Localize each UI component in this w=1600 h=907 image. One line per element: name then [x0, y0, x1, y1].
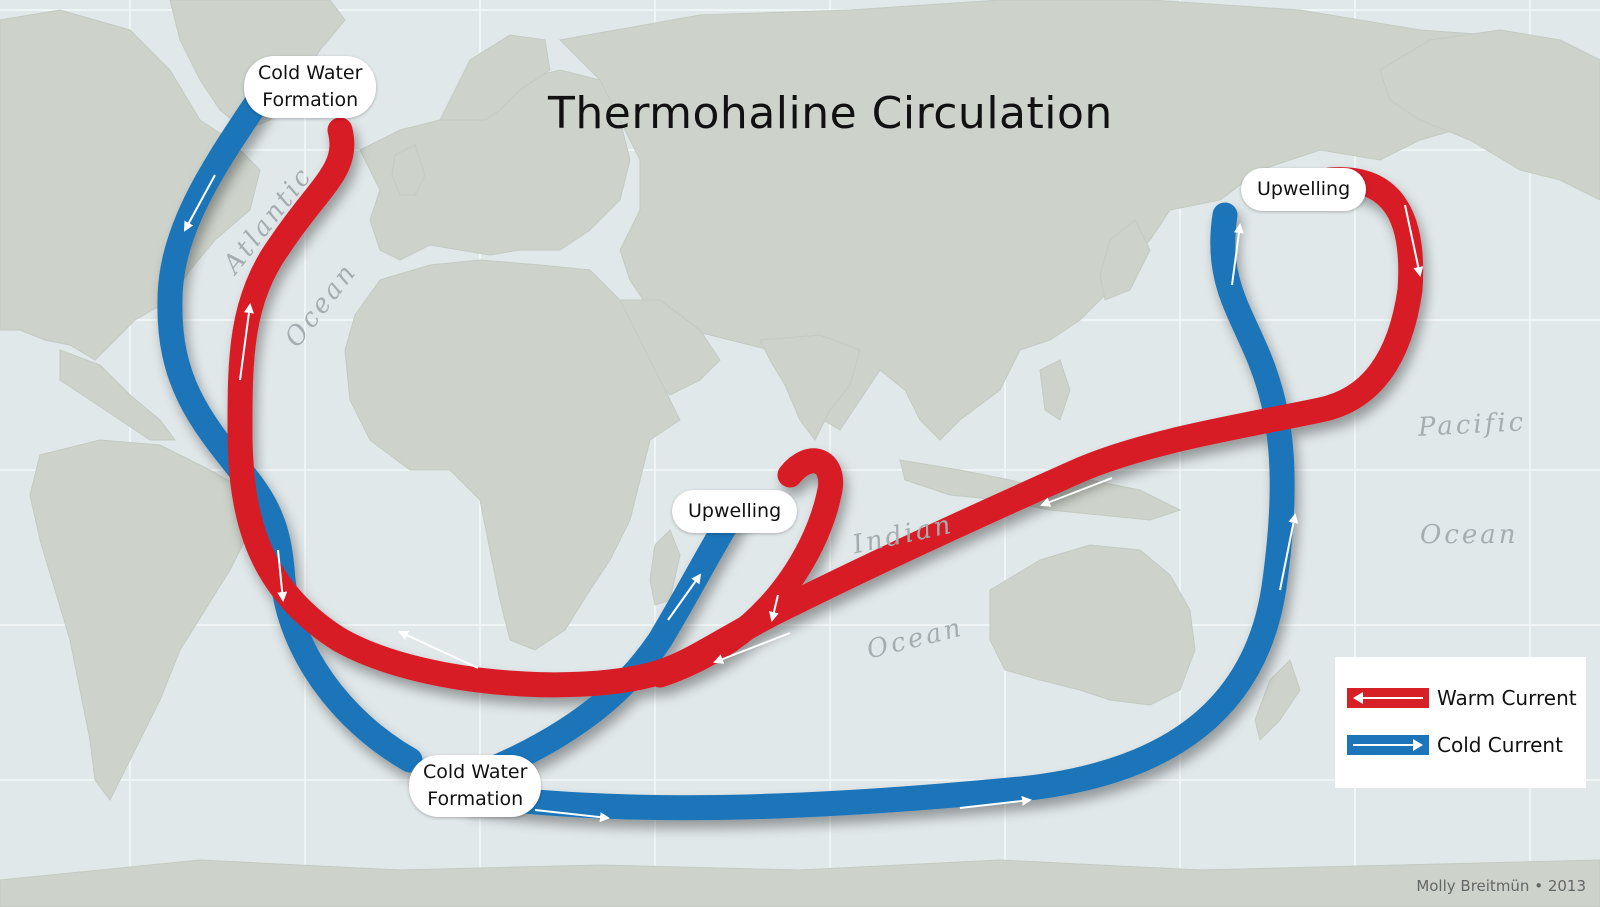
scandinavia: [439, 34, 551, 121]
new-zealand: [1254, 659, 1301, 741]
arrow-warm-4: [398, 630, 479, 669]
upwelling-indian: Upwelling: [672, 490, 798, 533]
north-america: [0, 9, 261, 361]
arrow-cold-4: [959, 795, 1032, 809]
cold-water-formation-south: Cold Water Formation: [409, 755, 542, 817]
warm-current-label: Warm Current: [1437, 686, 1577, 710]
africa: [344, 259, 681, 651]
arrow-cold-2: [277, 549, 288, 602]
arrow-warm-1: [1404, 204, 1424, 277]
warm-current-swatch: [1347, 688, 1429, 708]
arrow-warm-3: [713, 632, 791, 664]
arrow-warm-6: [769, 594, 779, 622]
pacific-label-1: Pacific: [1417, 407, 1527, 443]
cold-current-southern: [457, 202, 1295, 821]
map-credit: Molly Breitmün • 2013: [1416, 877, 1586, 895]
south-america: [29, 439, 251, 801]
warm-current-indian-loop: [647, 448, 844, 688]
india: [759, 334, 861, 441]
upwelling-pacific: Upwelling: [1241, 168, 1367, 211]
cold-water-formation-north: Cold Water Formation: [244, 56, 377, 118]
japan: [1099, 219, 1151, 301]
arrow-cold-1: [184, 174, 216, 232]
pacific-label-2: Ocean: [1420, 520, 1519, 550]
map-title: Thermohaline Circulation: [548, 88, 1113, 139]
direction-arrows: [184, 174, 1424, 823]
arrow-warm-2: [1040, 477, 1113, 507]
arrow-cold-3: [534, 809, 610, 823]
bubble-line-1: Cold Water: [258, 62, 363, 84]
bubble-line-1: Cold Water: [423, 761, 528, 783]
legend-warm: Warm Current: [1347, 683, 1577, 713]
cold-current-label: Cold Current: [1437, 733, 1563, 757]
cold-current-swatch: [1347, 735, 1429, 755]
central-america: [59, 349, 176, 441]
arrow-cold-7: [667, 573, 702, 621]
alaska: [1379, 29, 1600, 201]
australia: [989, 544, 1196, 706]
bubble-line-2: Formation: [262, 89, 359, 111]
cold-current-to-indian-upwelling: [477, 497, 748, 783]
british-isles: [391, 144, 426, 196]
philippines: [1039, 359, 1071, 421]
antarctica: [0, 859, 1600, 907]
arrow-warm-5: [239, 303, 254, 381]
legend: Warm Current Cold Current: [1335, 657, 1586, 788]
arrow-cold-5: [1279, 513, 1299, 591]
bubble-line-2: Formation: [427, 788, 524, 810]
legend-cold: Cold Current: [1347, 730, 1563, 760]
arrow-cold-6: [1231, 223, 1244, 286]
